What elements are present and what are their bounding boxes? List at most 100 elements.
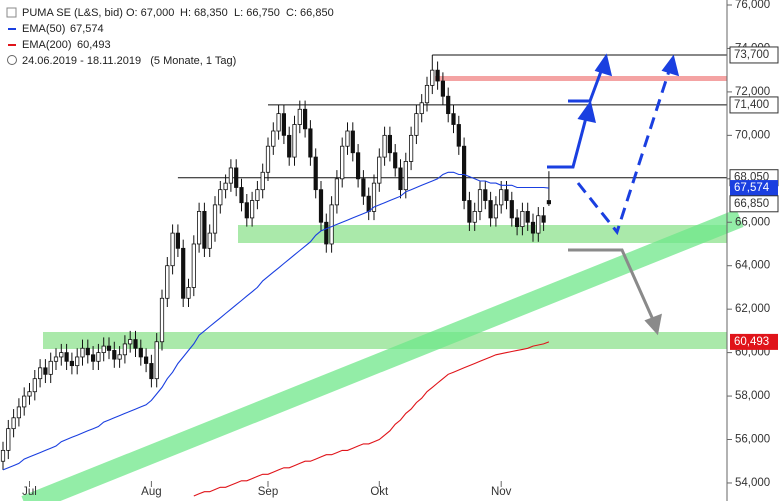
candle-body <box>414 113 419 136</box>
candle-body <box>165 265 170 299</box>
y-tick-label: 76,000 <box>735 0 770 11</box>
candle-body <box>408 134 414 162</box>
candle-body <box>350 130 355 154</box>
candle-body <box>435 69 440 82</box>
x-tick-label: Okt <box>370 486 389 498</box>
candle-body <box>239 187 244 204</box>
last-price-box <box>729 195 779 213</box>
arrow-head <box>594 53 613 77</box>
candle-body <box>265 145 271 173</box>
candle-body <box>467 200 472 223</box>
candle-body <box>244 202 249 219</box>
candle-body <box>138 347 143 358</box>
candle-body <box>456 124 461 147</box>
candle-body <box>91 354 96 362</box>
candle-body <box>202 210 207 249</box>
candle-body <box>355 152 361 180</box>
candle-body <box>255 189 260 201</box>
candle-body <box>128 339 133 345</box>
candle-body <box>133 339 138 349</box>
candle-body <box>461 145 467 201</box>
candle-body <box>69 360 74 367</box>
y-tick-label: 66,000 <box>735 216 770 228</box>
candle-body <box>525 210 530 223</box>
x-tick-label: Sep <box>258 486 278 498</box>
candle-body <box>318 189 324 223</box>
candle-body <box>101 345 106 354</box>
candle-body <box>112 350 117 360</box>
candle-body <box>324 221 329 245</box>
y-tick-label: 70,000 <box>735 129 770 141</box>
candle-body <box>122 343 127 356</box>
candle-body <box>483 189 488 201</box>
candle-body <box>59 352 64 358</box>
candle-body <box>403 161 408 191</box>
arrow-head <box>577 100 597 123</box>
candle-body <box>382 134 387 158</box>
candle-body <box>149 363 154 380</box>
level-box <box>729 46 779 64</box>
ema-line <box>2 171 549 471</box>
y-tick-label: 64,000 <box>735 260 770 272</box>
candle-body <box>541 215 546 223</box>
legend-ohlc: H: 68,350 <box>180 7 228 19</box>
candle-body <box>281 113 287 136</box>
y-tick-label: 72,000 <box>735 86 770 98</box>
candle-body <box>361 178 366 197</box>
arrow <box>568 248 656 323</box>
candle-body <box>43 367 48 375</box>
candle-body <box>493 204 499 219</box>
candle-body <box>546 200 552 205</box>
candle-body <box>446 95 451 115</box>
y-tick-label: 56,000 <box>735 434 770 446</box>
candle-body <box>297 108 302 125</box>
legend: PUMA SE (L&S, bid) O: 67,000 H: 68,350 L… <box>6 7 334 67</box>
candle-body <box>75 356 80 367</box>
arrow-head <box>644 313 662 336</box>
resistance-zone <box>435 76 727 81</box>
candle-body <box>170 232 175 267</box>
candle-body <box>80 347 85 358</box>
y-tick-label: 54,000 <box>735 477 770 489</box>
legend-entry: EMA(200) <box>22 39 72 51</box>
candle-body <box>260 171 265 191</box>
candle-body <box>143 356 149 364</box>
candle-body <box>334 178 340 206</box>
x-tick-label: Jul <box>22 486 37 498</box>
arrow <box>576 67 672 236</box>
candle-body <box>308 128 313 158</box>
candle-body <box>345 130 350 147</box>
candle-body <box>181 247 186 299</box>
candle-body <box>212 204 218 234</box>
legend-value: 67,574 <box>70 23 104 35</box>
candle-body <box>271 130 276 147</box>
candle-body <box>218 189 223 206</box>
candle-body <box>329 204 334 245</box>
candle-body <box>22 395 27 408</box>
candle-body <box>6 428 11 451</box>
x-tick-label: Nov <box>491 486 512 498</box>
candle-body <box>106 345 112 351</box>
candle-body <box>85 347 90 356</box>
candle-body <box>419 102 424 115</box>
legend-range: 24.06.2019 - 18.11.2019 (5 Monate, 1 Tag… <box>22 55 236 67</box>
candle-body <box>504 189 509 201</box>
legend-title: PUMA SE (L&S, bid) <box>22 7 123 19</box>
legend-ohlc: L: 66,750 <box>234 7 280 19</box>
candle-body <box>472 210 477 223</box>
last-price-label: 66,850 <box>734 198 769 210</box>
level-label: 73,700 <box>734 49 769 61</box>
candle-body <box>292 124 297 158</box>
candle-body <box>313 156 318 191</box>
legend-value: 60,493 <box>77 39 111 51</box>
candle-body <box>196 210 202 245</box>
support-zone <box>43 332 727 349</box>
candle-body <box>477 189 483 212</box>
arrow-head <box>661 54 680 77</box>
candle-body <box>451 113 456 125</box>
candle-body <box>440 80 446 97</box>
candle-body <box>16 406 22 419</box>
candle-body <box>287 134 292 158</box>
candle-body <box>302 108 308 130</box>
